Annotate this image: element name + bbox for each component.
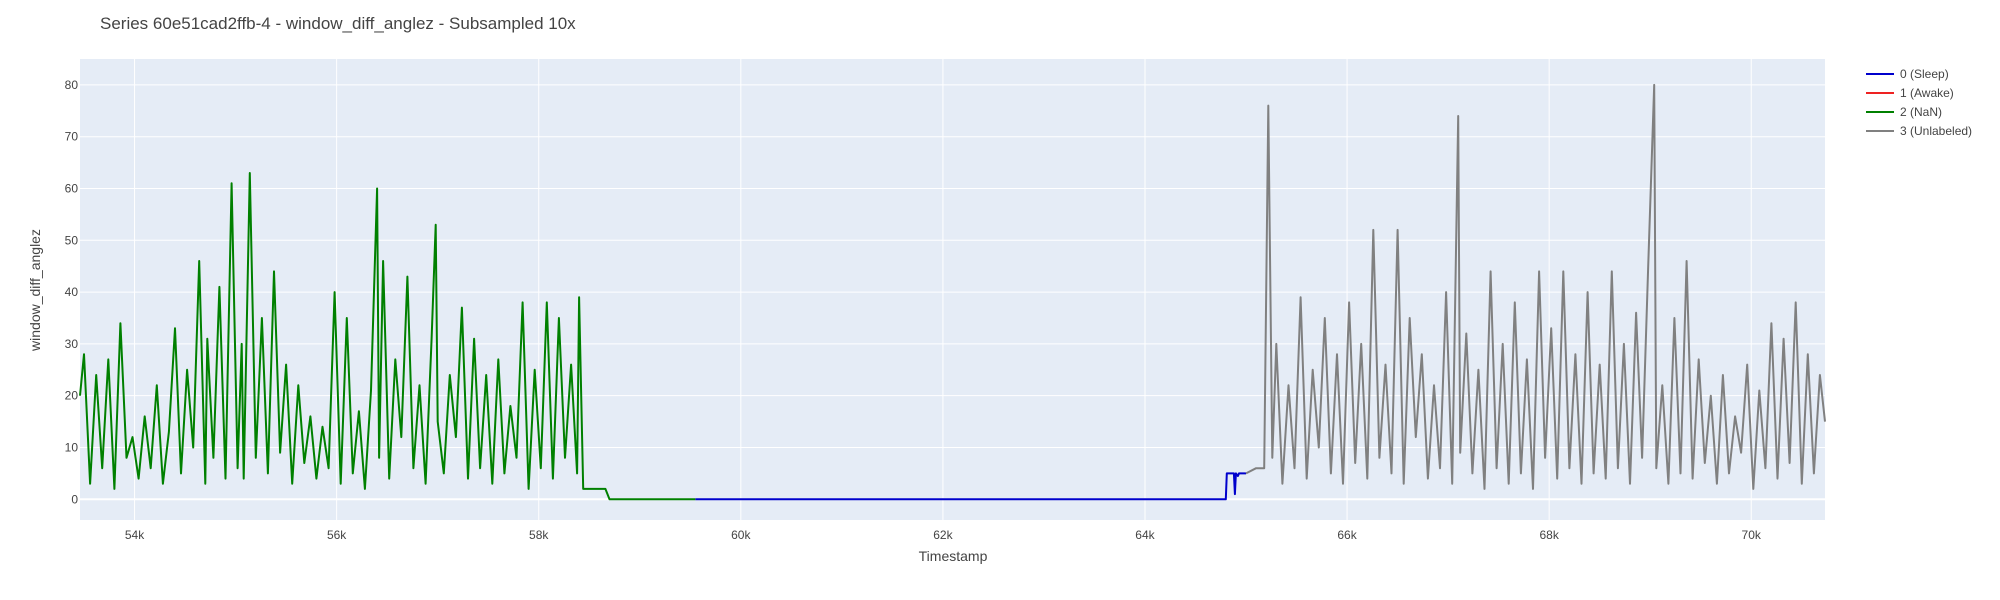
legend-item[interactable]: 2 (NaN) bbox=[1866, 105, 1942, 119]
y-tick-label: 50 bbox=[65, 233, 79, 247]
x-tick-label: 54k bbox=[125, 528, 145, 542]
y-tick-label: 40 bbox=[65, 285, 79, 299]
y-tick-label: 30 bbox=[65, 337, 79, 351]
y-tick-label: 70 bbox=[65, 130, 79, 144]
x-tick-label: 56k bbox=[327, 528, 347, 542]
legend-item[interactable]: 0 (Sleep) bbox=[1866, 67, 1949, 81]
legend-label: 2 (NaN) bbox=[1900, 105, 1942, 119]
y-tick-label: 80 bbox=[65, 78, 79, 92]
x-tick-label: 70k bbox=[1742, 528, 1762, 542]
y-axis-ticks: 0 10 20 30 40 50 60 70 80 bbox=[65, 78, 79, 506]
x-tick-label: 58k bbox=[529, 528, 549, 542]
y-tick-label: 60 bbox=[65, 181, 79, 195]
series-lines bbox=[79, 83, 1826, 501]
chart-title: Series 60e51cad2ffb-4 - window_diff_angl… bbox=[100, 14, 576, 33]
y-tick-label: 0 bbox=[71, 492, 78, 506]
y-tick-label: 20 bbox=[65, 389, 79, 403]
legend-item[interactable]: 3 (Unlabeled) bbox=[1866, 124, 1972, 138]
y-tick-label: 10 bbox=[65, 440, 79, 454]
y-axis-title: window_diff_anglez bbox=[27, 229, 43, 352]
x-axis-ticks: 54k 56k 58k 60k 62k 64k 66k 68k 70k bbox=[125, 528, 1762, 542]
legend-label: 0 (Sleep) bbox=[1900, 67, 1949, 81]
x-tick-label: 68k bbox=[1539, 528, 1559, 542]
legend-label: 3 (Unlabeled) bbox=[1900, 124, 1972, 138]
x-tick-label: 64k bbox=[1135, 528, 1155, 542]
legend[interactable]: 0 (Sleep) 1 (Awake) 2 (NaN) 3 (Unlabeled) bbox=[1866, 67, 1972, 138]
x-tick-label: 62k bbox=[933, 528, 953, 542]
x-axis-title: Timestamp bbox=[919, 548, 988, 564]
legend-item[interactable]: 1 (Awake) bbox=[1866, 86, 1954, 100]
series-line bbox=[695, 472, 1246, 501]
x-tick-label: 66k bbox=[1337, 528, 1357, 542]
x-tick-label: 60k bbox=[731, 528, 751, 542]
series-line bbox=[79, 172, 696, 501]
series-line bbox=[1245, 83, 1826, 490]
legend-label: 1 (Awake) bbox=[1900, 86, 1954, 100]
